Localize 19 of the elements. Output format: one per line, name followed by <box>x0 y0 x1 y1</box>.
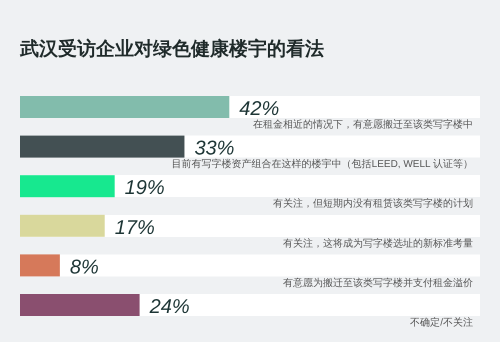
bar <box>20 294 140 316</box>
y-tick-label: 有关注，这将成为写字楼选址的新标准考量 <box>283 237 473 250</box>
data-label: 8% <box>70 256 99 278</box>
chart-title: 武汉受访企业对绿色健康楼宇的看法 <box>19 38 324 60</box>
y-tick-label: 目前有写字楼资产组合在这样的楼宇中（包括LEED, WELL 认证等） <box>172 158 473 170</box>
data-label: 42% <box>239 98 280 120</box>
bar <box>20 96 230 118</box>
y-tick-label: 不确定/不关注 <box>410 316 473 328</box>
bar <box>20 214 105 237</box>
y-tick-label: 在租金相近的情况下，有意愿搬迁至该类写字楼中 <box>253 118 473 130</box>
bar <box>20 175 115 198</box>
data-label: 33% <box>194 138 234 160</box>
bar <box>20 254 60 276</box>
data-label: 17% <box>114 216 155 239</box>
data-label: 19% <box>124 177 165 200</box>
data-label: 24% <box>148 296 190 318</box>
y-tick-label: 有意愿为搬迁至该类写字楼并支付租金溢价 <box>283 276 473 289</box>
bar <box>20 136 184 158</box>
y-tick-label: 有关注，但短期内没有租赁该类写字楼的计划 <box>273 198 473 210</box>
